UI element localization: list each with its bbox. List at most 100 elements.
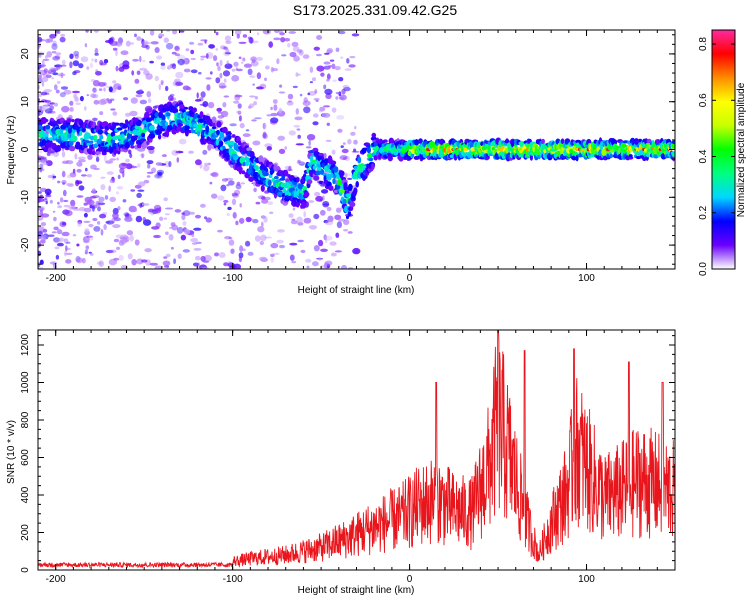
heatmap-noise-cell [122,199,127,203]
heatmap-noise-cell [158,33,163,37]
heatmap-noise-cell [278,91,286,94]
heatmap-noise-cell [272,252,280,255]
heatmap-noise-cell [54,55,61,59]
heatmap-noise-cell [231,192,239,197]
heatmap-noise-cell [84,43,88,48]
heatmap-ridge-cell [389,139,395,144]
heatmap-noise-cell [125,40,131,47]
heatmap-noise-cell [231,198,237,206]
heatmap-noise-cell [76,195,84,198]
heatmap-noise-cell [228,180,235,186]
heatmap-noise-cell [347,231,353,234]
heatmap-noise-cell [224,236,232,240]
heatmap-noise-cell [156,55,163,60]
heatmap-noise-cell [269,120,278,125]
heatmap-noise-cell [280,37,286,43]
heatmap-noise-cell [248,105,252,109]
heatmap-noise-cell [154,75,159,82]
heatmap-noise-cell [182,249,190,253]
heatmap-noise-cell [329,59,335,62]
heatmap-noise-cell [243,63,252,68]
heatmap-ridge-cell [161,114,166,122]
heatmap-noise-cell [323,61,331,65]
heatmap-noise-cell [74,97,79,101]
heatmap-noise-cell [320,248,328,252]
heatmap-noise-cell [96,261,102,265]
heatmap-ridge-cell [66,118,72,123]
heatmap-noise-cell [266,146,272,151]
heatmap-noise-cell [73,93,78,99]
heatmap-ridge-cell [75,141,81,147]
heatmap-ridge-cell [211,116,217,123]
heatmap-noise-cell [348,64,356,68]
heatmap-noise-cell [46,51,52,58]
heatmap-noise-cell [324,88,333,95]
heatmap-noise-cell [344,68,352,71]
heatmap-noise-cell [194,99,202,102]
heatmap-noise-cell [113,83,122,90]
heatmap-ridge-cell [312,165,317,170]
heatmap-ridge-cell [393,151,399,156]
heatmap-noise-cell [134,239,140,246]
heatmap-noise-cell [273,37,281,41]
heatmap-noise-cell [240,61,244,64]
heatmap-noise-cell [229,123,237,127]
heatmap-ridge-cell [529,154,534,161]
heatmap-ridge-cell [237,140,242,146]
heatmap-noise-cell [96,221,101,225]
heatmap-noise-cell [95,69,99,74]
heatmap-noise-cell [306,265,310,269]
heatmap-noise-cell [98,82,106,87]
heatmap-noise-cell [318,239,324,247]
heatmap-noise-cell [118,254,124,261]
heatmap-noise-cell [112,80,117,84]
heatmap-ridge-cell [310,161,317,165]
heatmap-noise-cell [38,105,43,111]
heatmap-noise-cell [163,256,168,259]
heatmap-noise-cell [315,99,319,102]
heatmap-noise-cell [235,220,239,226]
heatmap-ridge-cell [185,130,189,137]
heatmap-noise-cell [122,235,130,243]
heatmap-noise-cell [319,109,323,113]
heatmap-noise-cell [252,218,259,224]
heatmap-ridge-cell [303,191,310,197]
heatmap-noise-cell [303,217,312,224]
heatmap-noise-cell [113,257,120,261]
heatmap-noise-cell [165,42,174,50]
heatmap-noise-cell [179,30,185,33]
heatmap-noise-cell [51,51,57,54]
heatmap-noise-cell [190,57,196,61]
heatmap-ridge-cell [373,155,378,161]
heatmap-noise-cell [343,173,352,177]
heatmap-noise-cell [295,57,301,61]
heatmap-ridge-cell [519,140,525,148]
heatmap-noise-cell [254,235,261,242]
heatmap-noise-cell [297,159,301,164]
heatmap-noise-cell [254,117,262,120]
heatmap-noise-cell [88,223,94,228]
heatmap-noise-cell [43,235,46,241]
heatmap-noise-cell [112,224,121,229]
heatmap-noise-cell [38,44,42,48]
heatmap-noise-cell [323,234,327,241]
heatmap-noise-cell [335,232,340,238]
heatmap-ridge-cell [238,167,243,175]
heatmap-noise-cell [153,234,161,239]
heatmap-noise-cell [100,98,109,105]
heatmap-noise-cell [105,160,114,164]
heatmap-ridge-cell [116,127,123,131]
heatmap-noise-cell [60,64,67,67]
heatmap-ridge-cell [172,107,179,114]
heatmap-noise-cell [115,49,118,57]
heatmap-noise-cell [325,93,332,100]
heatmap-noise-cell [182,85,190,91]
heatmap-noise-cell [293,124,301,128]
heatmap-ridge-cell [353,187,358,195]
heatmap-noise-cell [220,184,227,192]
heatmap-noise-cell [131,70,135,76]
heatmap-noise-cell [178,138,187,145]
heatmap-noise-cell [223,78,227,83]
heatmap-noise-cell [353,148,357,152]
heatmap-noise-cell [42,162,48,166]
